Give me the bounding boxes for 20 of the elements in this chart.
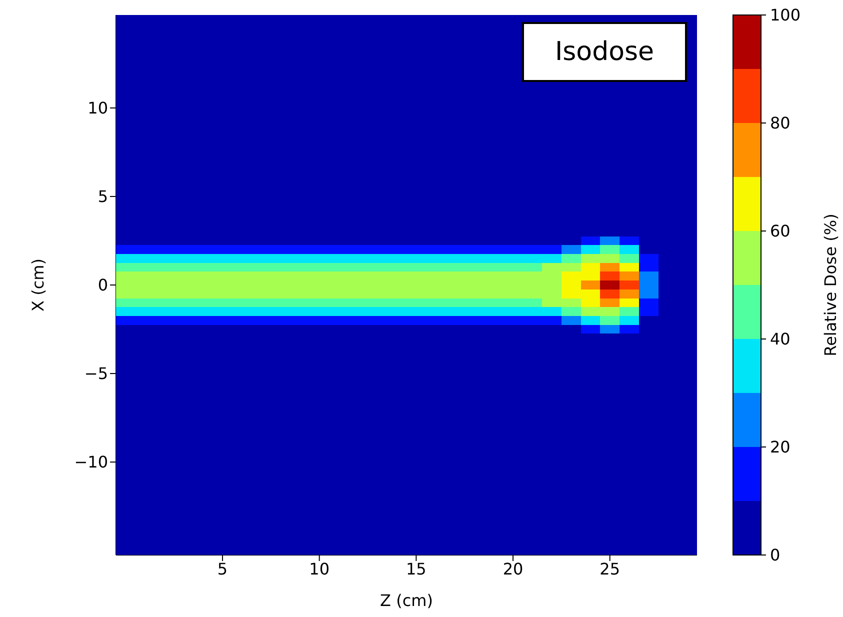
color-bar-label: 0 bbox=[770, 546, 780, 565]
x-tick-label: 25 bbox=[600, 559, 620, 578]
x-tick-label: 15 bbox=[406, 559, 426, 578]
annotation: Isodose bbox=[522, 22, 687, 82]
x-tick-label: 20 bbox=[502, 559, 524, 578]
y-tick-label: 10 bbox=[88, 98, 108, 118]
y-tick-label: −10 bbox=[74, 452, 108, 472]
x-tick-label: 5 bbox=[217, 559, 228, 578]
color-bar-label: 80 bbox=[770, 114, 790, 133]
color-bar-label: 60 bbox=[770, 222, 790, 241]
color-bar-title: Relative Dose (%) bbox=[821, 214, 840, 356]
color-bar-label: 20 bbox=[770, 438, 790, 457]
y-tick-label: 0 bbox=[98, 276, 108, 295]
y-tick-label: 5 bbox=[98, 187, 108, 206]
color-bar-label: 100 bbox=[770, 6, 801, 25]
x-tick-label: 10 bbox=[309, 559, 330, 578]
y-tick-label: −5 bbox=[84, 364, 108, 384]
y-axis-title: X (cm) bbox=[28, 258, 48, 312]
color-bar-label: 40 bbox=[770, 330, 790, 349]
x-axis-title: Z (cm) bbox=[380, 591, 433, 610]
